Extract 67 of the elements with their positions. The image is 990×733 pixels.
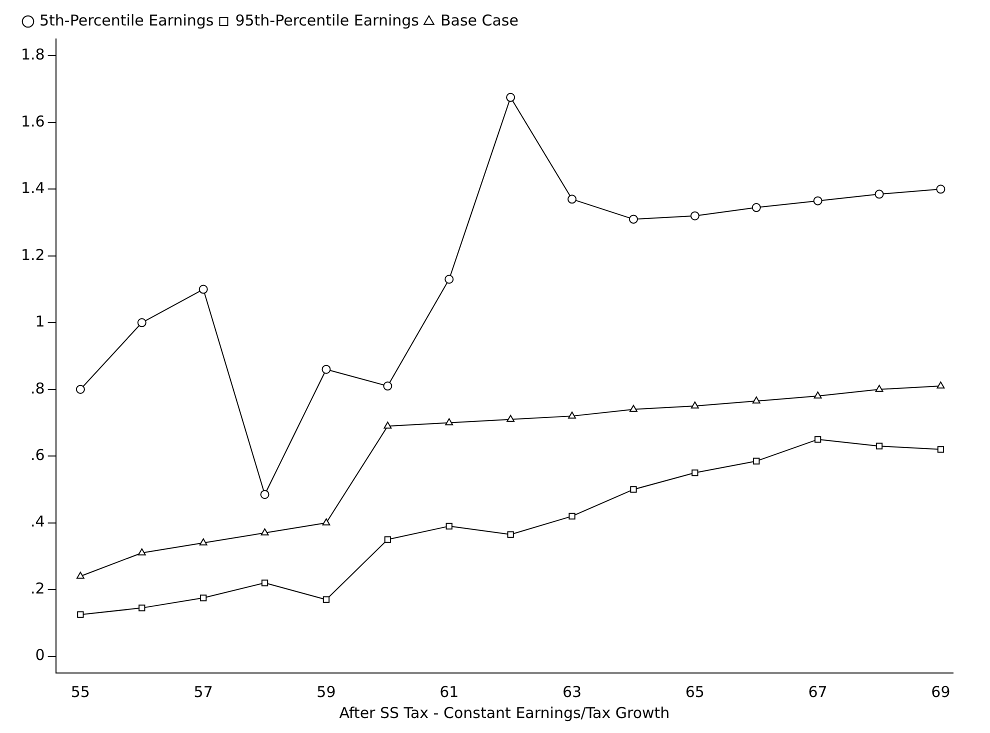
point (506, 92, 516, 102)
y-tick-label: .8 (30, 379, 45, 398)
point (630, 404, 638, 412)
point (568, 194, 577, 204)
x-tick-label: 63 (562, 682, 582, 701)
y-tick-label: 1.2 (20, 246, 45, 264)
point (814, 436, 822, 443)
point (690, 402, 699, 409)
point (568, 412, 576, 419)
point (138, 604, 146, 612)
y-tick-label: .4 (30, 512, 45, 531)
point (383, 382, 392, 391)
y-tick-label: 1.6 (20, 112, 45, 130)
x-tick-label: 55 (70, 682, 90, 701)
point (322, 364, 331, 374)
point (446, 522, 452, 530)
point (76, 572, 84, 579)
point (198, 284, 208, 294)
x-tick-label: 69 (931, 682, 950, 701)
x-axis-title: After SS Tax - Constant Earnings/Tax Growth (339, 704, 670, 722)
y-tick-label: 1 (35, 312, 45, 331)
y-tick-label: .6 (30, 446, 45, 464)
point (752, 396, 760, 404)
legend-label: Base Case (440, 11, 518, 30)
point (937, 446, 944, 453)
point (628, 214, 638, 224)
y-tick-label: 1.8 (20, 46, 45, 64)
point (260, 490, 270, 499)
point (875, 384, 884, 392)
y-tick-label: .2 (30, 579, 45, 598)
point (322, 518, 330, 526)
point (199, 538, 208, 546)
x-tick-label: 65 (685, 682, 704, 701)
point (138, 548, 146, 556)
point (444, 274, 454, 284)
y-tick-label: 1.4 (20, 179, 45, 198)
point (874, 190, 884, 199)
point (322, 596, 330, 603)
legend-label: 5th-Percentile Earnings (40, 11, 214, 30)
point (630, 486, 637, 493)
point (507, 531, 514, 538)
point (692, 469, 698, 476)
point (752, 203, 761, 212)
point (936, 184, 946, 194)
point (753, 458, 760, 464)
point (261, 580, 268, 586)
legend-label: 95th-Percentile Earnings (235, 11, 420, 30)
point (506, 414, 515, 422)
point (813, 196, 822, 206)
point (814, 392, 822, 399)
point (936, 382, 945, 389)
point (445, 418, 454, 426)
point (568, 512, 576, 520)
point (384, 536, 392, 543)
x-tick-label: 67 (808, 682, 828, 701)
point (200, 594, 207, 602)
x-tick-label: 57 (194, 682, 213, 701)
x-tick-label: 59 (316, 682, 336, 701)
point (260, 528, 269, 536)
point (76, 384, 85, 394)
point (690, 211, 700, 220)
point (137, 318, 146, 328)
point (876, 442, 883, 450)
point (384, 422, 392, 429)
point (77, 611, 84, 618)
x-tick-label: 61 (440, 682, 459, 701)
y-tick-label: 0 (35, 646, 45, 664)
